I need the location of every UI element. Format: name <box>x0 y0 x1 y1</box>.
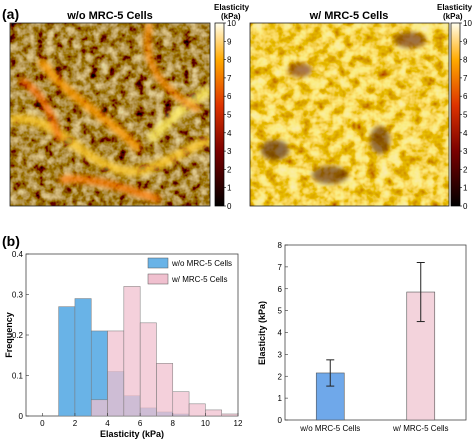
y-tick-label: 7 <box>278 263 283 272</box>
category-label: w/o MRC-5 Cells <box>299 424 360 433</box>
legend-swatch-without <box>147 257 169 269</box>
x-tick-label: 8 <box>171 419 176 428</box>
bar-chart-frame <box>284 244 467 421</box>
x-tick-label: 2 <box>73 419 78 428</box>
y-tick-label: 0 <box>19 412 24 421</box>
colorbar-tick-label: 0 <box>463 202 468 211</box>
y-tick-label: 0.1 <box>12 372 24 381</box>
colorbar-tick-label: 8 <box>227 56 232 65</box>
colorbar-tick-label: 2 <box>463 165 468 174</box>
colorbar-tick-label: 8 <box>463 56 468 65</box>
colorbar-tick-label: 3 <box>463 147 468 156</box>
histogram-x-label: Elasticity (kPa) <box>100 429 164 439</box>
hist-bar-with <box>90 399 108 417</box>
colorbar-tick-label: 9 <box>463 37 468 46</box>
y-tick-label: 4 <box>278 329 283 338</box>
heatmap-with-cells: w/ MRC-5 Cells Elasticity (kPa) 10987654… <box>249 3 473 211</box>
y-tick-label: 5 <box>278 307 283 316</box>
panel-label-b: (b) <box>2 233 20 249</box>
colorbar-tick-label: 1 <box>463 184 468 193</box>
histogram-y-label: Frequency <box>4 312 14 358</box>
y-tick-label: 0.4 <box>12 250 24 259</box>
y-tick-label: 2 <box>278 372 283 381</box>
y-tick-label: 8 <box>278 241 283 250</box>
colorbar-tick-label: 4 <box>227 129 232 138</box>
colorbar-tick-label: 10 <box>227 19 236 28</box>
colorbar-tick-label: 7 <box>463 74 468 83</box>
y-tick-label: 3 <box>278 350 283 359</box>
histogram-chart: 0 2 4 6 8 10 12 0 0.1 0.2 0.3 0.4 w/o MRC-5 Cells w… <box>4 250 243 439</box>
hist-bar-with <box>123 286 141 417</box>
dark-spots <box>261 32 426 184</box>
legend-swatch-with <box>147 273 169 285</box>
colorbar-tick-label: 0 <box>227 202 232 211</box>
y-tick-label: 0 <box>278 416 283 425</box>
heatmap-without-cells: w/o MRC-5 Cells Elasticity (kPa) 1098765… <box>9 3 250 211</box>
colorbar-title-line1: Elasticity <box>214 3 250 12</box>
x-tick-label: 10 <box>201 419 210 428</box>
legend-label-without: w/o MRC-5 Cells <box>171 259 232 268</box>
colorbar-tick-label: 1 <box>227 184 232 193</box>
legend-label-with: w/ MRC-5 Cells <box>171 275 228 284</box>
hist-bar-without <box>58 306 76 417</box>
x-tick-label: 6 <box>138 419 143 428</box>
y-tick-label: 1 <box>278 394 283 403</box>
colorbar-title-line2: (kPa) <box>443 12 463 21</box>
colorbar-tick-label: 7 <box>227 74 232 83</box>
colorbar-tick-label: 10 <box>463 19 472 28</box>
x-tick-label: 0 <box>40 419 45 428</box>
hist-bar-with <box>107 330 125 417</box>
colorbar-tick-label: 5 <box>227 111 232 120</box>
hist-bar-with <box>221 413 239 417</box>
x-tick-label: 4 <box>105 419 110 428</box>
fiber-streaks <box>10 23 210 204</box>
x-tick-label: 12 <box>234 419 243 428</box>
panel-label-a: (a) <box>2 6 19 22</box>
hist-bar-without <box>74 298 92 417</box>
histogram-legend: w/o MRC-5 Cells w/ MRC-5 Cells <box>147 257 232 285</box>
map-title-with: w/ MRC-5 Cells <box>309 10 389 22</box>
colorbar-title-line2: (kPa) <box>221 12 241 21</box>
colorbar-tick-label: 5 <box>463 111 468 120</box>
y-tick-label: 0.2 <box>12 331 24 340</box>
hist-bar-with <box>156 363 174 417</box>
hist-bar-with <box>188 403 206 417</box>
colorbar-tick-label: 4 <box>463 129 468 138</box>
bar-chart-y-label: Elasticity (kPa) <box>257 301 267 365</box>
hist-bar-with <box>172 391 190 417</box>
hist-bar-with <box>139 322 157 417</box>
colorbar-tick-label: 6 <box>227 92 232 101</box>
colorbar-title-line1: Elasticity <box>437 3 473 12</box>
mean-elasticity-chart: w/o MRC-5 Cells w/ MRC-5 Cells 0 1 2 3 4 5 6 7 8 E… <box>257 241 467 433</box>
colorbar-tick-label: 6 <box>463 92 468 101</box>
y-tick-label: 0.3 <box>12 291 24 300</box>
y-tick-label: 6 <box>278 285 283 294</box>
colorbar-tick-label: 9 <box>227 37 232 46</box>
category-label: w/ MRC-5 Cells <box>392 424 449 433</box>
hist-bar-with <box>205 409 222 417</box>
map-title-without: w/o MRC-5 Cells <box>66 10 153 22</box>
colorbar-tick-label: 2 <box>227 165 232 174</box>
colorbar-tick-label: 3 <box>227 147 232 156</box>
